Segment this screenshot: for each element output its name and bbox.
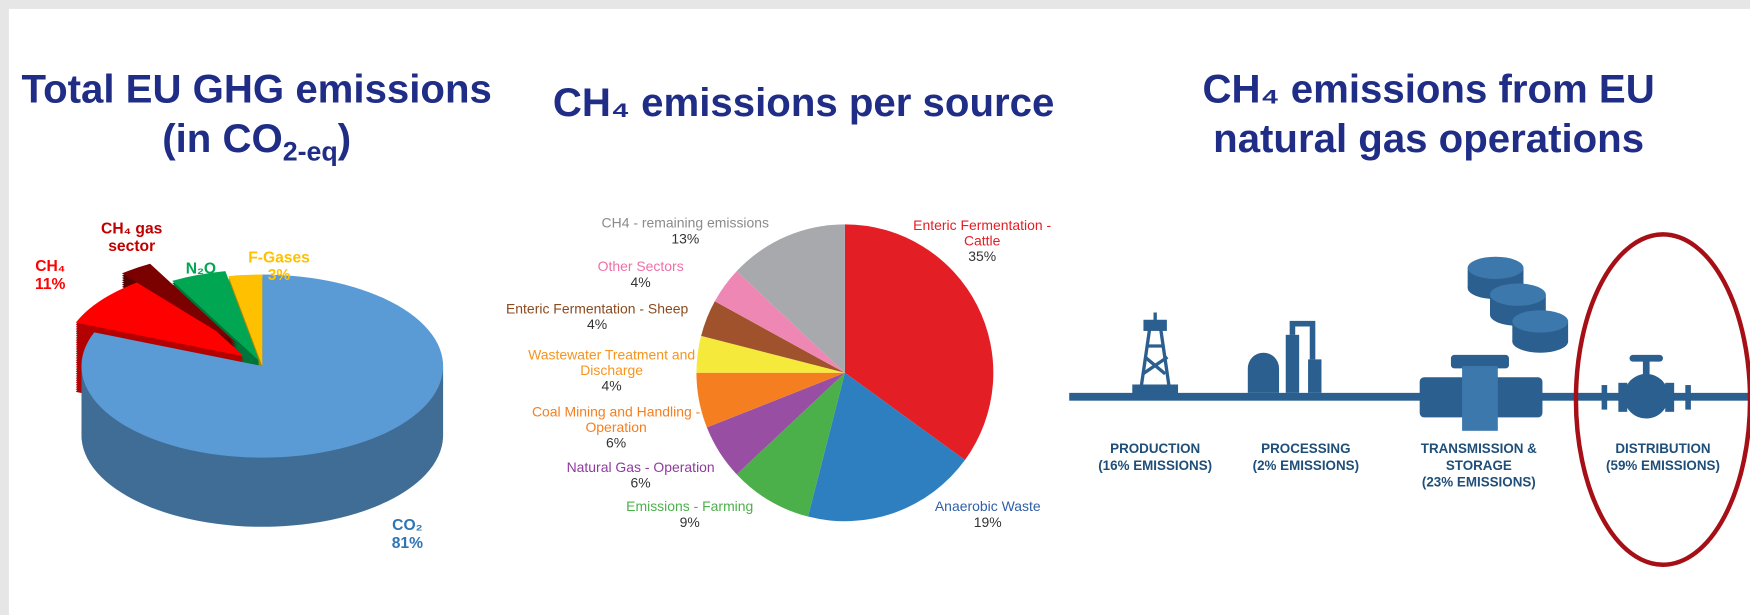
stage-label: PRODUCTION(16% EMISSIONS) (1077, 441, 1233, 474)
stage-name: PROCESSING (1261, 441, 1350, 457)
value-label: 5% (190, 277, 213, 295)
category-label: F-Gases (248, 248, 310, 266)
pipeline-icons (1069, 257, 1750, 431)
value-label: 6% (631, 475, 651, 491)
value-label: 13% (671, 231, 699, 247)
value-label: 81% (392, 533, 423, 551)
stage-label: PROCESSING(2% EMISSIONS) (1228, 441, 1384, 474)
infographic: Total EU GHG emissions (in CO2-eq) CH₄ e… (0, 0, 1750, 615)
chart-title: CH₄ emissions per source (525, 78, 1083, 127)
category-label: Other Sectors (598, 259, 684, 275)
stage-name: DISTRIBUTION (1615, 441, 1710, 457)
chart-title: Total EU GHG emissions (in CO2-eq) (11, 65, 502, 163)
stage-name: PRODUCTION (1110, 441, 1200, 457)
category-label: Coal Mining and Handling - Operation (532, 404, 700, 435)
transmission-icon (1420, 355, 1543, 431)
value-label: 3% (268, 266, 291, 284)
category-label: Natural Gas - Operation (567, 460, 715, 476)
category-label: CH₄ gas sector (101, 219, 162, 255)
category-label: Wastewater Treatment and Discharge (528, 347, 695, 378)
title-run: ) (338, 115, 351, 161)
category-label: Emissions - Farming (626, 499, 753, 515)
category-label: CH4 - remaining emissions (602, 215, 769, 231)
value-label: 6% (606, 435, 626, 451)
stage-label: DISTRIBUTION(59% EMISSIONS) (1585, 441, 1741, 474)
page: Total EU GHG emissions (in CO2-eq) CH₄ e… (0, 0, 1750, 615)
category-label: CO₂ (392, 516, 422, 534)
processing-icon (1248, 324, 1322, 393)
stage-emissions: (59% EMISSIONS) (1606, 458, 1720, 474)
value-label: 35% (968, 249, 996, 265)
value-label: 4% (587, 317, 607, 333)
slice-label: CH₄ gas sector (98, 219, 165, 255)
diagram-title: CH₄ emissions from EU natural gas operat… (1194, 65, 1663, 163)
storage-tanks-icon (1468, 257, 1568, 353)
value-label: 11% (35, 275, 65, 293)
value-label: 4% (602, 378, 622, 394)
valve-icon (1602, 355, 1691, 419)
title-run: Total EU GHG emissions (in CO (22, 66, 492, 161)
stage-emissions: (2% EMISSIONS) (1253, 458, 1359, 474)
title-run: 2-eq (283, 137, 338, 167)
pie (76, 264, 443, 527)
stage-emissions: (16% EMISSIONS) (1098, 458, 1212, 474)
category-label: CH₄ (35, 257, 65, 275)
category-label: Enteric Fermentation - Sheep (506, 301, 688, 317)
category-label: Anaerobic Waste (935, 499, 1041, 515)
stage-name: TRANSMISSION & STORAGE (1421, 441, 1537, 473)
category-label: N₂O (186, 259, 216, 277)
derrick-icon (1134, 313, 1176, 393)
value-label: 19% (974, 515, 1002, 531)
stage-label: TRANSMISSION & STORAGE(23% EMISSIONS) (1401, 441, 1557, 491)
category-label: Enteric Fermentation - Cattle (913, 218, 1051, 249)
value-label: 9% (680, 515, 700, 531)
value-label: 4% (631, 275, 651, 291)
stage-emissions: (23% EMISSIONS) (1422, 474, 1536, 490)
